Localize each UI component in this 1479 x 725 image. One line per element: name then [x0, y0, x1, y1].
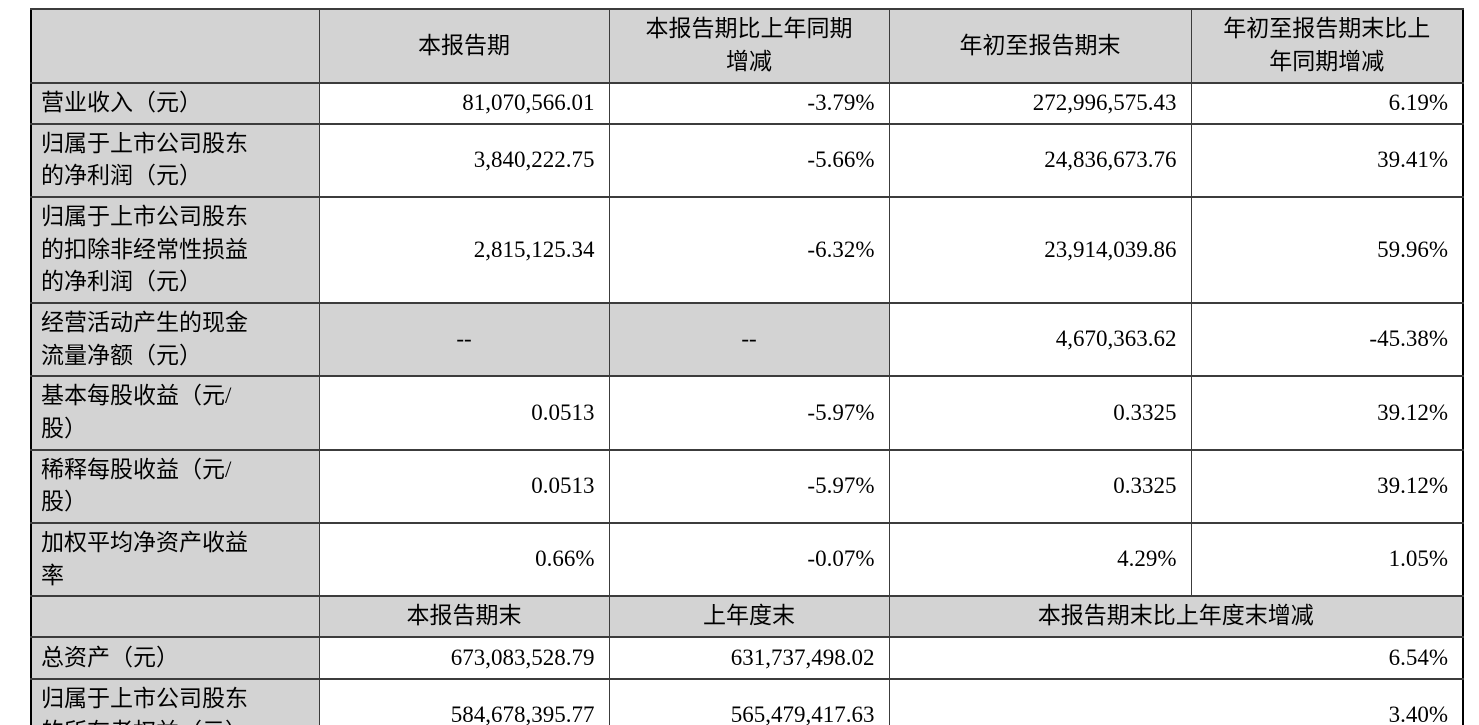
cell-value: -5.97% [608, 375, 890, 451]
cell-value: -6.32% [608, 195, 890, 304]
cell-value: 3,840,222.75 [318, 122, 610, 198]
cell-value: 81,070,566.01 [318, 82, 610, 125]
cell-value: -5.97% [608, 448, 890, 524]
cell-value: 565,479,417.63 [608, 677, 890, 725]
subheader-end-of-prior-year: 上年度末 [608, 595, 890, 638]
table-row: 归属于上市公司股东 的净利润（元） 3,840,222.75 -5.66% 24… [30, 122, 1464, 198]
cell-value: 23,914,039.86 [888, 195, 1192, 304]
cell-value-na: -- [318, 301, 610, 378]
cell-value: 673,083,528.79 [318, 635, 610, 680]
cell-value: 0.0513 [318, 448, 610, 524]
cell-value: 59.96% [1190, 195, 1464, 304]
cell-value: 272,996,575.43 [888, 82, 1192, 125]
table-row: 营业收入（元） 81,070,566.01 -3.79% 272,996,575… [30, 82, 1464, 125]
row-label-weighted-avg-roe: 加权平均净资产收益 率 [30, 521, 320, 598]
cell-value: 6.54% [888, 635, 1464, 680]
cell-value: 39.41% [1190, 122, 1464, 198]
cell-value: 631,737,498.02 [608, 635, 890, 680]
header-corner-cell [30, 8, 320, 84]
subheader-change-vs-prior-year-end: 本报告期末比上年度末增减 [888, 595, 1464, 638]
cell-value: 39.12% [1190, 448, 1464, 524]
cell-value: 584,678,395.77 [318, 677, 610, 725]
cell-value: 0.66% [318, 521, 610, 598]
table-row: 归属于上市公司股东 的扣除非经常性损益 的净利润（元） 2,815,125.34… [30, 195, 1464, 304]
table-row: 稀释每股收益（元/ 股） 0.0513 -5.97% 0.3325 39.12% [30, 448, 1464, 524]
header-row: 本报告期 本报告期比上年同期 增减 年初至报告期末 年初至报告期末比上 年同期增… [30, 8, 1464, 84]
subheader-end-of-period: 本报告期末 [318, 595, 610, 638]
cell-value: 0.3325 [888, 375, 1192, 451]
cell-value: 0.3325 [888, 448, 1192, 524]
subheader-corner-cell [30, 595, 320, 638]
cell-value: 24,836,673.76 [888, 122, 1192, 198]
row-label-total-assets: 总资产（元） [30, 635, 320, 680]
row-label-diluted-eps: 稀释每股收益（元/ 股） [30, 448, 320, 524]
header-current-period: 本报告期 [318, 8, 610, 84]
table-row: 基本每股收益（元/ 股） 0.0513 -5.97% 0.3325 39.12% [30, 375, 1464, 451]
table-row: 经营活动产生的现金 流量净额（元） -- -- 4,670,363.62 -45… [30, 301, 1464, 378]
cell-value: 6.19% [1190, 82, 1464, 125]
cell-value: -5.66% [608, 122, 890, 198]
row-label-operating-revenue: 营业收入（元） [30, 82, 320, 125]
table-row: 加权平均净资产收益 率 0.66% -0.07% 4.29% 1.05% [30, 521, 1464, 598]
row-label-basic-eps: 基本每股收益（元/ 股） [30, 375, 320, 451]
cell-value: 39.12% [1190, 375, 1464, 451]
header-ytd-yoy-change: 年初至报告期末比上 年同期增减 [1190, 8, 1464, 84]
cell-value: 3.40% [888, 677, 1464, 725]
header-current-period-yoy-change: 本报告期比上年同期 增减 [608, 8, 890, 84]
table-row: 归属于上市公司股东 的所有者权益（元） 584,678,395.77 565,4… [30, 677, 1464, 725]
row-label-equity-attributable-to-shareholders: 归属于上市公司股东 的所有者权益（元） [30, 677, 320, 725]
row-label-net-profit: 归属于上市公司股东 的净利润（元） [30, 122, 320, 198]
subheader-row: 本报告期末 上年度末 本报告期末比上年度末增减 [30, 595, 1464, 638]
cell-value: 1.05% [1190, 521, 1464, 598]
cell-value: -0.07% [608, 521, 890, 598]
cell-value-na: -- [608, 301, 890, 378]
financial-summary-table: 本报告期 本报告期比上年同期 增减 年初至报告期末 年初至报告期末比上 年同期增… [30, 8, 1464, 725]
cell-value: -45.38% [1190, 301, 1464, 378]
cell-value: 0.0513 [318, 375, 610, 451]
table-container: 本报告期 本报告期比上年同期 增减 年初至报告期末 年初至报告期末比上 年同期增… [30, 8, 1464, 725]
row-label-operating-cash-flow: 经营活动产生的现金 流量净额（元） [30, 301, 320, 378]
cell-value: 4.29% [888, 521, 1192, 598]
cell-value: 2,815,125.34 [318, 195, 610, 304]
table-row: 总资产（元） 673,083,528.79 631,737,498.02 6.5… [30, 635, 1464, 680]
cell-value: -3.79% [608, 82, 890, 125]
cell-value: 4,670,363.62 [888, 301, 1192, 378]
row-label-net-profit-excl-nonrecurring: 归属于上市公司股东 的扣除非经常性损益 的净利润（元） [30, 195, 320, 304]
header-ytd: 年初至报告期末 [888, 8, 1192, 84]
